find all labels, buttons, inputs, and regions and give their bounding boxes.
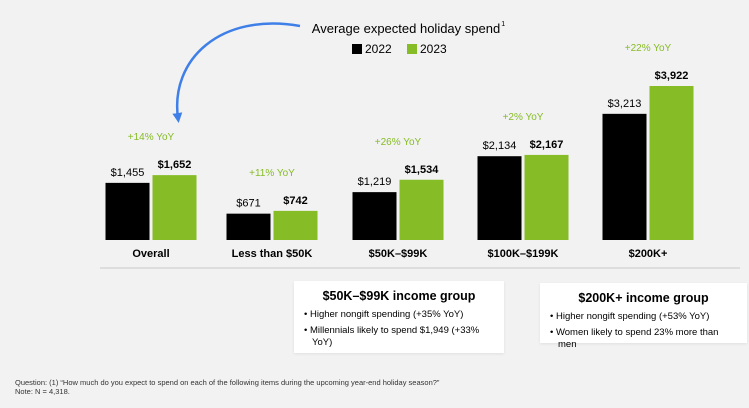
- category-label: $100K–$199K: [488, 248, 559, 260]
- data-label-2023: $1,652: [158, 159, 192, 171]
- legend-swatch-2023: [407, 44, 417, 54]
- legend-label-2023: 2023: [420, 42, 447, 56]
- bar-2022: [226, 213, 271, 240]
- footnote: Question: (1) “How much do you expect to…: [15, 378, 439, 396]
- callout-bullet: Women likely to spend 23% more than men: [550, 327, 737, 351]
- bar-group-3: $2,134 $2,167 +2% YoY $100K–$199K: [477, 112, 569, 260]
- data-label-2022: $2,134: [483, 140, 517, 152]
- data-label-2022: $1,219: [358, 176, 392, 188]
- bar-2022: [602, 113, 647, 240]
- bar-2023: [524, 154, 569, 240]
- callout-bullet: Higher nongift spending (+35% YoY): [304, 309, 494, 321]
- bar-2023: [399, 179, 444, 240]
- legend-label-2022: 2022: [365, 42, 392, 56]
- legend-swatch-2022: [352, 44, 362, 54]
- data-label-2023: $2,167: [530, 139, 564, 151]
- yoy-label: +2% YoY: [503, 112, 544, 123]
- category-label: $200K+: [629, 248, 668, 260]
- callout-title: $200K+ income group: [578, 291, 709, 305]
- chart-title: Average expected holiday spend: [312, 21, 500, 36]
- callout-50k-99k: $50K–$99K income group Higher nongift sp…: [294, 281, 504, 353]
- bar-2022: [352, 192, 397, 240]
- callout-bullet: Higher nongift spending (+53% YoY): [550, 311, 737, 323]
- arrow-pointer: [172, 22, 301, 123]
- bar-2022: [105, 182, 150, 240]
- data-label-2022: $1,455: [111, 167, 145, 179]
- chart-title-superscript: 1: [501, 21, 505, 28]
- data-label-2023: $3,922: [655, 70, 689, 82]
- bar-2023: [152, 175, 197, 240]
- yoy-label: +26% YoY: [375, 137, 422, 148]
- category-label: $50K–$99K: [369, 248, 428, 260]
- bar-group-0: $1,455 $1,652 +14% YoY Overall: [105, 132, 197, 260]
- callout-200k-plus: $200K+ income group Higher nongift spend…: [540, 283, 747, 350]
- footnote-question: Question: (1) “How much do you expect to…: [15, 378, 440, 387]
- yoy-label: +14% YoY: [128, 132, 175, 143]
- callout-bullet: Millennials likely to spend $1,949 (+33%…: [304, 325, 494, 349]
- bar-2023: [273, 210, 318, 240]
- category-label: Less than $50K: [232, 248, 313, 260]
- footnote-note: Note: N = 4,318.: [15, 387, 70, 396]
- callout-title: $50K–$99K income group: [322, 289, 476, 303]
- legend: 2022 2023: [352, 42, 447, 56]
- bar-2022: [477, 156, 522, 240]
- data-label-2023: $742: [283, 195, 307, 207]
- category-label: Overall: [132, 248, 169, 260]
- yoy-label: +22% YoY: [625, 43, 672, 54]
- bar-2023: [649, 86, 694, 240]
- yoy-label: +11% YoY: [249, 168, 295, 179]
- bar-group-1: $671 $742 +11% YoY Less than $50K: [226, 168, 318, 260]
- data-label-2022: $671: [236, 198, 260, 210]
- bar-group-2: $1,219 $1,534 +26% YoY $50K–$99K: [352, 137, 444, 260]
- bar-group-4: $3,213 $3,922 +22% YoY $200K+: [602, 43, 694, 260]
- data-label-2022: $3,213: [608, 98, 642, 110]
- data-label-2023: $1,534: [405, 164, 440, 176]
